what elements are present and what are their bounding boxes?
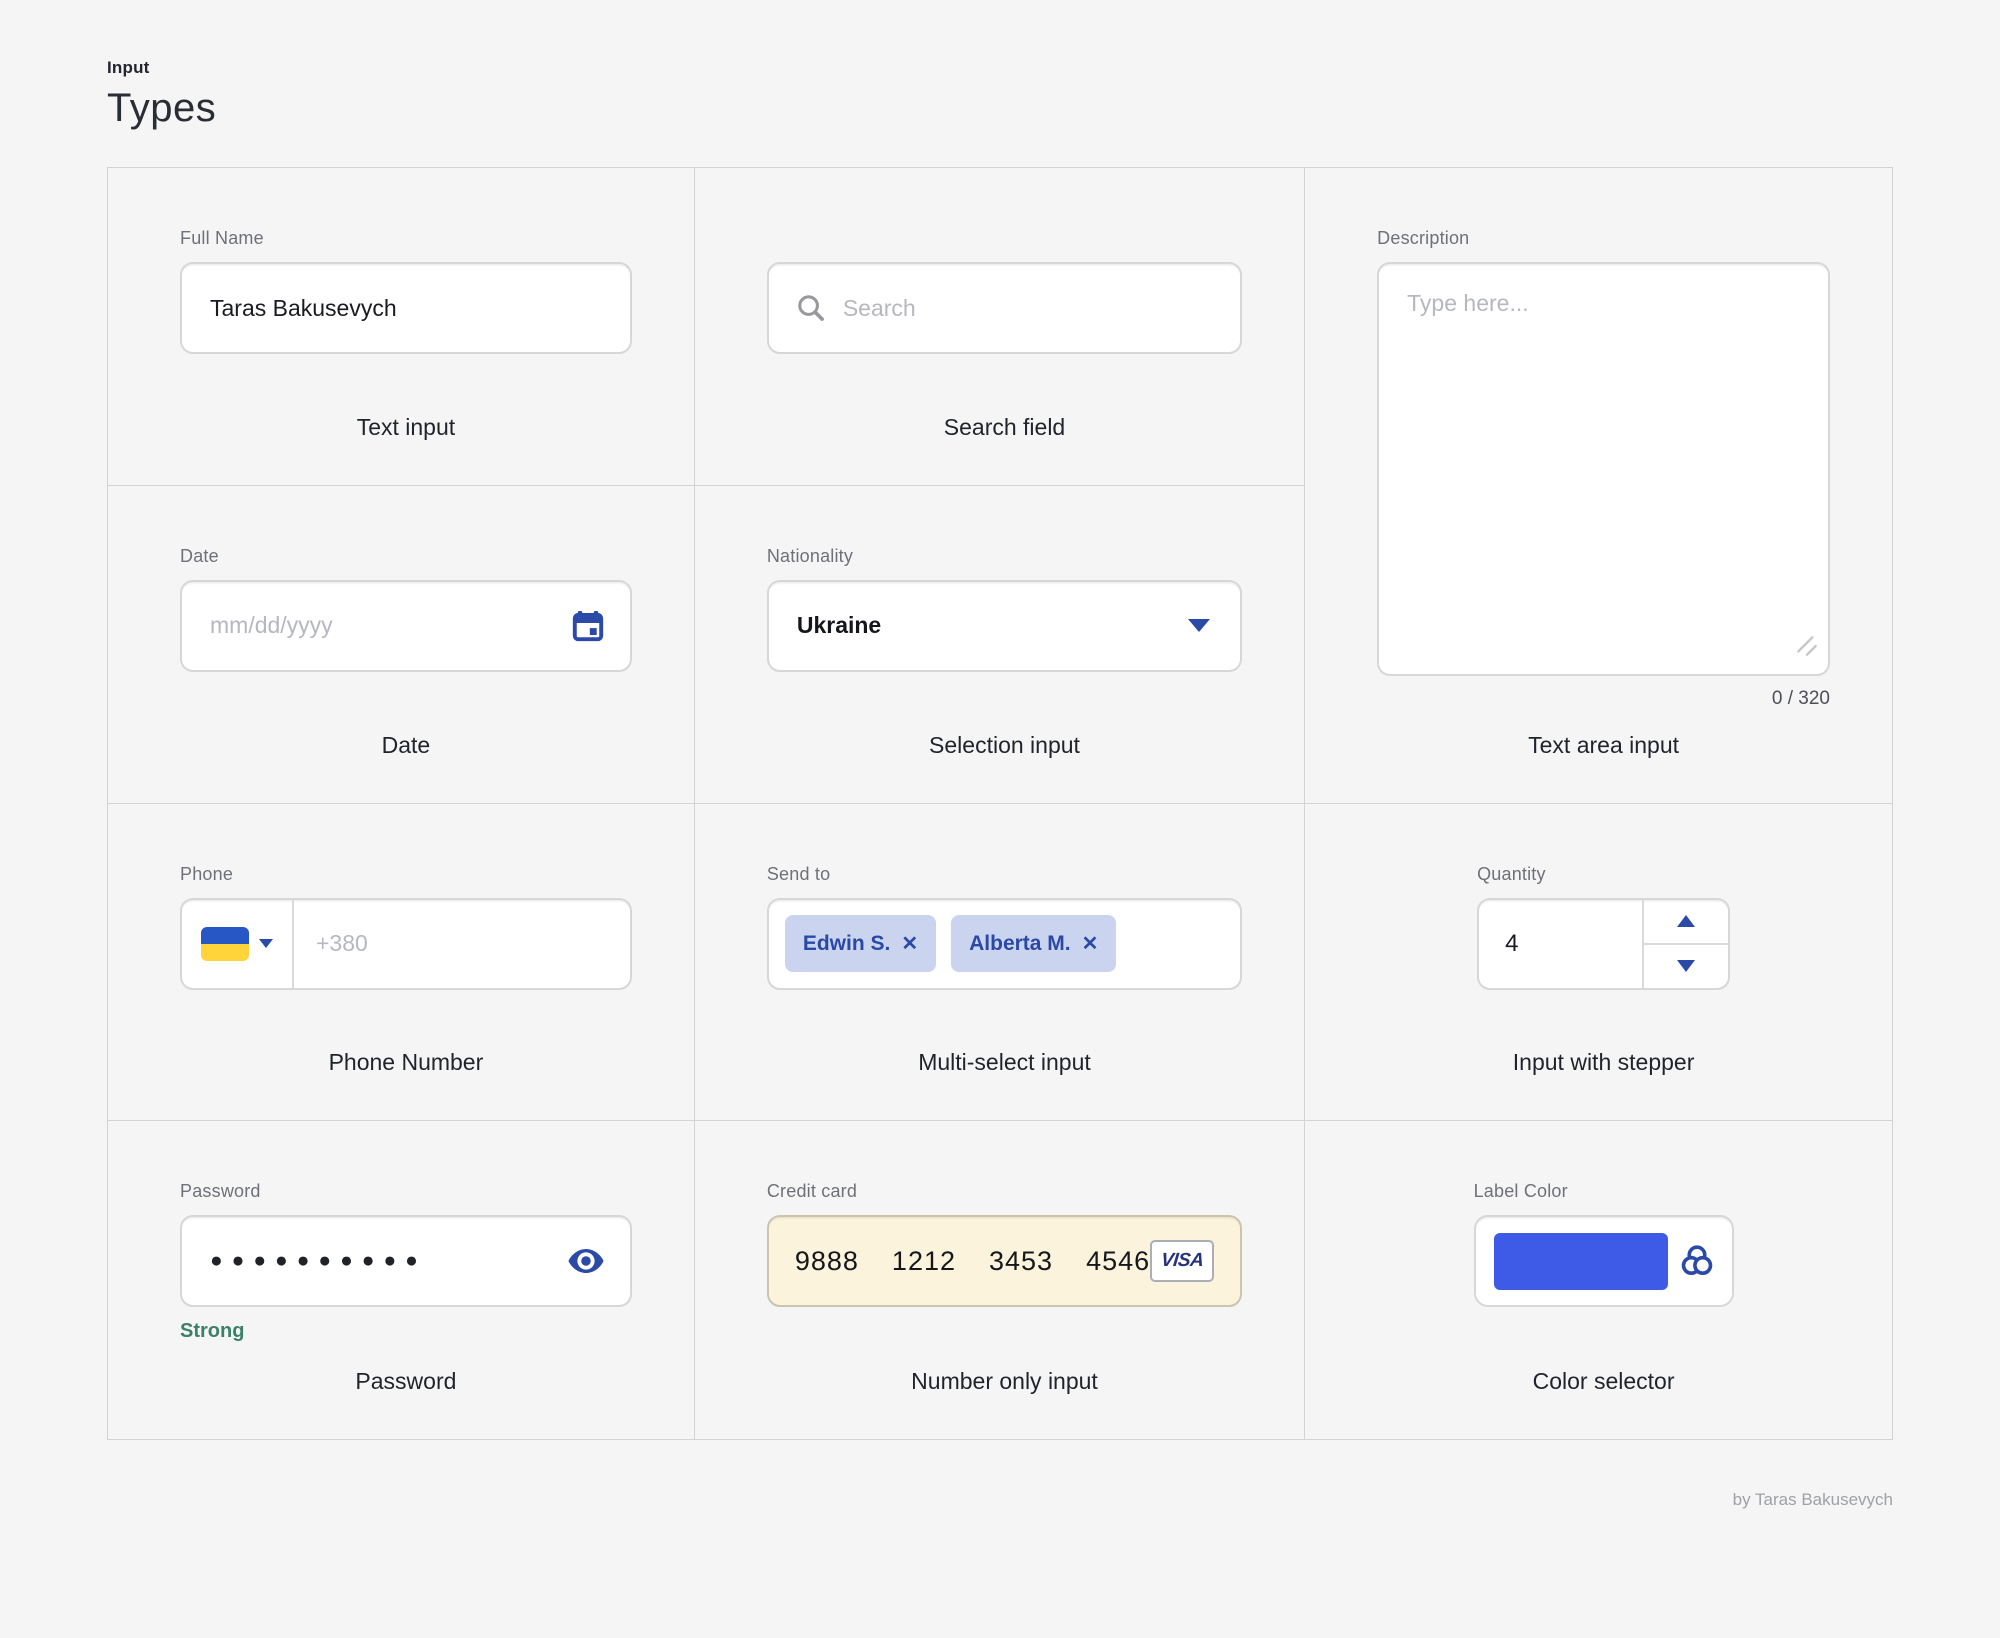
cell-caption: Selection input [929, 731, 1080, 758]
stepper-buttons [1642, 899, 1729, 988]
description-label: Description [1377, 228, 1470, 248]
chip-label: Alberta M. [969, 931, 1071, 955]
multiselect-field[interactable]: Edwin S. ✕ Alberta M. ✕ [766, 897, 1243, 990]
card-group: 1212 [891, 1245, 956, 1276]
search-input[interactable] [842, 294, 1241, 322]
cell-caption: Number only input [911, 1368, 1098, 1394]
chevron-down-icon [1188, 619, 1211, 633]
triangle-up-icon [1677, 915, 1696, 927]
full-name-input[interactable] [210, 294, 602, 322]
stepper-down-button[interactable] [1644, 945, 1728, 988]
cell-text-area: Description 0 / 320 Text area input [1305, 168, 1892, 804]
quantity-group: Quantity [1477, 863, 1731, 990]
visa-logo: VISA [1159, 1250, 1205, 1272]
visa-badge: VISA [1150, 1240, 1215, 1283]
chip-remove-icon[interactable]: ✕ [901, 933, 919, 955]
cell-caption: Multi-select input [918, 1049, 1091, 1076]
chip-edwin[interactable]: Edwin S. ✕ [784, 915, 937, 972]
cell-multiselect: Send to Edwin S. ✕ Alberta M. ✕ Multi-se… [694, 803, 1306, 1122]
cell-color-selector: Label Color Color selector [1305, 1121, 1892, 1439]
description-field [1377, 262, 1830, 676]
cell-stepper: Quantity Input with stepper [1305, 804, 1892, 1122]
color-field [1473, 1215, 1734, 1308]
cell-caption: Search field [943, 413, 1066, 440]
char-counter: 0 / 320 [1771, 688, 1830, 709]
resize-handle-icon[interactable] [1794, 633, 1820, 664]
cell-caption: Phone Number [328, 1049, 484, 1076]
cell-credit-card: Credit card 9888 1212 3453 4546 VISA Num… [695, 1121, 1306, 1439]
card-group: 4546 [1086, 1245, 1151, 1276]
cell-text-input: Full Name Text input [108, 168, 695, 486]
nationality-label: Nationality [766, 545, 854, 566]
credit-line: by Taras Bakusevych [1732, 1490, 1893, 1509]
cell-caption: Password [355, 1368, 457, 1394]
selected-value: Ukraine [796, 612, 882, 639]
card-group: 9888 [794, 1245, 859, 1276]
password-label: Password [180, 1181, 261, 1202]
date-label: Date [180, 545, 219, 566]
password-strength-badge: Strong [180, 1320, 245, 1343]
cell-caption: Text input [356, 413, 456, 440]
calendar-icon[interactable] [570, 608, 606, 644]
quantity-input[interactable] [1479, 929, 1643, 958]
search-field[interactable] [766, 262, 1243, 354]
cell-password: Password ●●●●●●●●●● Strong Password [108, 1121, 695, 1439]
full-name-label: Full Name [180, 228, 264, 248]
cell-phone: Phone Phone Number [108, 803, 695, 1122]
page-title: Types [107, 86, 217, 130]
cell-search-field: Search field [694, 168, 1306, 486]
card-number: 9888 1212 3453 4546 [795, 1246, 1150, 1277]
cell-date: Date Date [108, 485, 695, 804]
phone-input[interactable] [294, 930, 630, 957]
send-to-label: Send to [766, 863, 831, 884]
cell-caption: Date [381, 731, 431, 758]
ukraine-flag-icon [201, 926, 249, 961]
password-masked-value: ●●●●●●●●●● [210, 1249, 427, 1273]
search-icon [795, 292, 827, 324]
credit-card-label: Credit card [766, 1181, 858, 1202]
password-field[interactable]: ●●●●●●●●●● [180, 1215, 632, 1308]
chevron-down-icon [259, 939, 273, 948]
credit-card-field[interactable]: 9888 1212 3453 4546 VISA [766, 1215, 1243, 1308]
triangle-down-icon [1677, 960, 1696, 972]
description-textarea[interactable] [1377, 262, 1830, 676]
phone-label: Phone [180, 863, 234, 884]
phone-field [180, 897, 632, 990]
color-swatch[interactable] [1493, 1232, 1668, 1290]
card-group: 3453 [989, 1245, 1054, 1276]
label-color-group: Label Color [1473, 1181, 1734, 1308]
chip-alberta[interactable]: Alberta M. ✕ [951, 915, 1117, 972]
search-label-spacer [767, 228, 1242, 249]
nationality-select[interactable]: Ukraine [766, 579, 1243, 672]
stepper-up-button[interactable] [1644, 900, 1729, 945]
cell-caption: Input with stepper [1512, 1049, 1695, 1076]
input-types-grid: Full Name Text input Search field Descri… [107, 167, 1893, 1440]
quantity-label: Quantity [1477, 863, 1546, 884]
eye-icon[interactable] [566, 1244, 606, 1278]
date-field[interactable] [180, 579, 632, 672]
label-color-label: Label Color [1473, 1181, 1568, 1202]
color-picker-icon[interactable] [1678, 1242, 1716, 1280]
country-selector[interactable] [182, 899, 294, 988]
cell-caption: Text area input [1528, 731, 1680, 758]
chip-remove-icon[interactable]: ✕ [1081, 933, 1099, 955]
cell-caption: Color selector [1532, 1368, 1675, 1394]
page-eyebrow: Input [107, 58, 150, 77]
date-input[interactable] [182, 612, 570, 640]
page-header: Input Types [107, 58, 2000, 131]
chip-label: Edwin S. [802, 931, 891, 955]
full-name-field[interactable] [180, 262, 632, 354]
cell-selection: Nationality Ukraine Selection input [694, 485, 1306, 804]
quantity-field [1477, 897, 1731, 990]
